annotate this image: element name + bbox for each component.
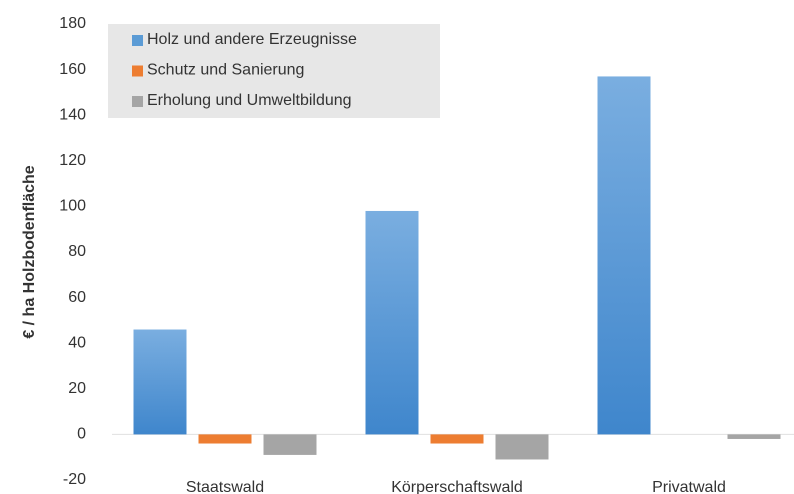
y-tick-label: 80 (68, 243, 86, 260)
x-tick-label: Körperschaftswald (391, 479, 523, 494)
legend-label: Schutz und Sanierung (147, 62, 304, 79)
y-tick-label: 140 (59, 106, 86, 123)
y-tick-label: 20 (68, 380, 86, 397)
legend-label: Holz und andere Erzeugnisse (147, 31, 357, 48)
bar (495, 434, 549, 460)
y-tick-label: 100 (59, 198, 86, 215)
legend-swatch (132, 96, 143, 107)
bar (263, 434, 317, 455)
x-tick-label: Privatwald (652, 479, 726, 494)
bar (597, 76, 651, 435)
bar (365, 210, 419, 435)
y-axis-title: € / ha Holzbodenfläche (21, 165, 38, 338)
y-tick-label: 120 (59, 152, 86, 169)
legend-box (108, 24, 440, 118)
bar (133, 329, 187, 435)
y-tick-label: 180 (59, 15, 86, 32)
bar (198, 434, 252, 444)
legend-label: Erholung und Umweltbildung (147, 92, 352, 109)
bar (430, 434, 484, 444)
y-tick-label: -20 (63, 471, 86, 488)
y-tick-label: 40 (68, 334, 86, 351)
y-tick-label: 0 (77, 426, 86, 443)
legend-swatch (132, 65, 143, 77)
x-tick-label: Staatswald (186, 479, 264, 494)
bar (727, 434, 781, 439)
legend-swatch (132, 35, 143, 46)
y-tick-label: 160 (59, 61, 86, 78)
y-tick-label: 60 (68, 289, 86, 306)
